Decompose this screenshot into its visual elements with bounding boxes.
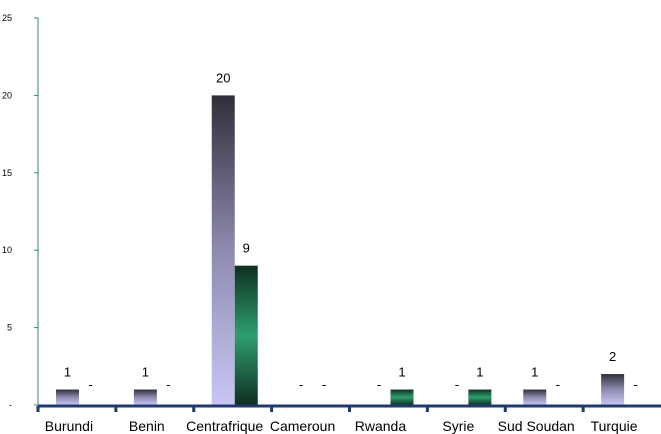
category-label: Turquie: [591, 418, 638, 434]
bar-series-2-rwanda: [390, 389, 414, 405]
bar-series-1-centrafrique: [211, 95, 235, 406]
bar-series-1-benin: [133, 389, 157, 405]
bar-series-1-turquie: [601, 374, 625, 405]
y-tick-label: 5: [7, 323, 12, 333]
bar-series-1-burundi: [56, 389, 79, 405]
data-label: 2: [609, 349, 616, 364]
bar-series-1-sud-soudan: [523, 389, 547, 405]
data-label: -: [88, 377, 92, 392]
y-tick-label: 25: [2, 13, 12, 23]
data-label: -: [556, 377, 560, 392]
data-labels-group: 1 - 1 - 20 9 - - - 1 - 1 1 - 2 -: [64, 70, 638, 392]
data-label: 20: [216, 70, 230, 85]
data-label: -: [633, 377, 637, 392]
category-label: Cameroun: [270, 418, 335, 434]
x-axis-ticks: [36, 406, 585, 412]
data-label: 1: [142, 365, 149, 380]
bars-group: [56, 95, 625, 406]
category-label: Sud Soudan: [498, 418, 575, 434]
bar-series-2-centrafrique: [234, 265, 258, 405]
category-label: Rwanda: [355, 418, 407, 434]
data-label: 9: [243, 241, 250, 256]
data-label: 1: [398, 365, 405, 380]
bar-series-2-syrie: [468, 389, 492, 405]
y-tick-label: 15: [2, 168, 12, 178]
category-labels-group: Burundi Benin Centrafrique Cameroun Rwanda Sy…: [45, 418, 638, 434]
data-label: -: [299, 377, 303, 392]
data-label: -: [166, 377, 170, 392]
data-label: -: [455, 377, 459, 392]
category-label: Syrie: [442, 418, 474, 434]
category-label: Centrafrique: [186, 418, 263, 434]
data-label: -: [322, 377, 326, 392]
y-tick-label: -: [9, 400, 12, 410]
y-axis-ticks: - 5 10 15 20 25: [2, 13, 38, 410]
category-label: Burundi: [45, 418, 93, 434]
data-label: 1: [531, 365, 538, 380]
data-label: 1: [476, 365, 483, 380]
y-tick-label: 10: [2, 245, 12, 255]
data-label: -: [377, 377, 381, 392]
y-tick-label: 20: [2, 90, 12, 100]
category-label: Benin: [129, 418, 165, 434]
data-label: 1: [64, 365, 71, 380]
